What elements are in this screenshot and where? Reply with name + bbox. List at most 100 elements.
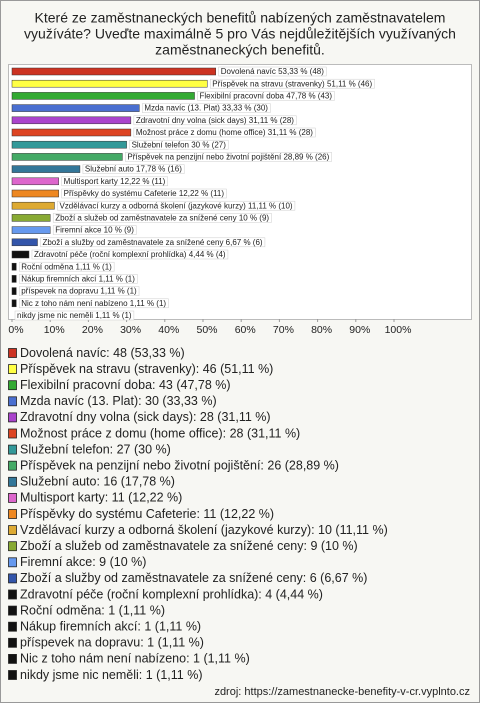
legend-swatch (8, 637, 17, 648)
legend-swatch (8, 654, 17, 664)
value-label: nikdy jsme nic neměli 1,11 % (1) (17, 311, 132, 320)
bar (11, 79, 208, 88)
bar (11, 67, 216, 76)
value-label: Firemní akce 10 % (9) (55, 226, 134, 235)
x-tick-label: 80% (311, 324, 332, 336)
x-tick-label: 60% (235, 324, 256, 336)
legend-swatch (8, 557, 17, 568)
value-label: Zboží a služeb od zaměstnavatele za sníž… (55, 214, 269, 223)
legend-swatch (8, 412, 17, 423)
legend-swatch (8, 621, 17, 632)
value-label-bg (18, 274, 138, 284)
bar (11, 214, 51, 222)
value-label-bg (18, 298, 169, 309)
legend-label: Nic z toho nám není nabízeno: 1 (1,11 %) (20, 652, 250, 666)
legend-label: Příspěvek na penzijní nebo životní pojiš… (20, 458, 339, 472)
x-tick-label: 100% (385, 324, 412, 336)
legend-swatch (8, 364, 17, 375)
legend-label: Příspěvky do systému Cafeterie: 11 (12,2… (20, 507, 274, 521)
value-label-bg (18, 286, 140, 296)
value-label-bg (61, 188, 227, 199)
value-label: Příspěvek na stravu (stravenky) 51,11 % … (212, 79, 372, 88)
value-label-bg (209, 78, 375, 89)
legend-label: Multisport karty: 11 (12,22 %) (20, 491, 182, 505)
chart-title: využíváte? Uveďte maximálně 5 pro Vás ne… (24, 26, 456, 42)
value-label: Zdravotní péče (roční komplexní prohlídk… (34, 250, 226, 259)
bar (11, 153, 123, 161)
legend-label: Flexibilní pracovní doba: 43 (47,78 %) (20, 378, 231, 392)
value-label-bg (31, 249, 229, 260)
legend-label: Firemní akce: 9 (10 %) (20, 555, 146, 569)
legend-swatch (8, 541, 17, 552)
chart-title: zaměstnaneckých benefitů. (155, 42, 325, 58)
value-label: Příspěvky do systému Cafeterie 12,22 % (… (64, 189, 225, 198)
value-label: Nic z toho nám není nabízeno 1,11 % (1) (21, 299, 166, 308)
legend-swatch (8, 589, 17, 600)
value-label-bg (18, 261, 115, 272)
legend-label: Nákup firemních akcí: 1 (1,11 %) (20, 619, 201, 633)
value-label-bg (133, 115, 297, 126)
bar (11, 165, 81, 173)
value-label-bg (133, 127, 316, 138)
value-label-bg (61, 176, 168, 187)
bar (11, 92, 195, 100)
bar (11, 238, 38, 247)
x-tick-label: 0% (8, 324, 23, 336)
bar (11, 116, 132, 125)
value-label-bg (82, 164, 185, 174)
bar (11, 250, 30, 259)
bar (11, 189, 59, 198)
value-label: Multisport karty 12,22 % (11) (64, 177, 166, 186)
legend-swatch (8, 670, 17, 680)
legend-label: Zdravotní péče (roční komplexní prohlídk… (20, 587, 323, 601)
value-label: Vzdělávací kurzy a odborná školení (jazy… (59, 201, 292, 210)
value-label-bg (125, 152, 332, 162)
legend-swatch (8, 396, 17, 407)
value-label-bg (197, 91, 335, 101)
legend-swatch (8, 444, 17, 455)
x-tick-label: 40% (158, 324, 179, 336)
legend-label: Příspěvek na stravu (stravenky): 46 (51,… (20, 362, 273, 376)
legend-swatch (8, 525, 17, 535)
source: zdroj: https://zamestnanecke-benefity-v-… (214, 686, 470, 698)
value-label: Nákup firemních akcí 1,11 % (1) (21, 275, 135, 284)
x-tick-label: 50% (196, 324, 217, 336)
legend-swatch (8, 476, 17, 487)
x-tick-label: 70% (273, 324, 294, 336)
legend-label: nikdy jsme nic neměli: 1 (1,11 %) (20, 668, 202, 682)
bar (11, 128, 132, 137)
legend-swatch (8, 605, 17, 616)
bar (11, 287, 17, 295)
value-label-bg (57, 200, 296, 211)
x-tick-label: 90% (349, 324, 370, 336)
value-label: Služební auto 17,78 % (16) (85, 165, 182, 174)
value-label: Zboží a služby od zaměstnavatele za sníž… (42, 238, 262, 247)
legend-swatch (8, 573, 17, 584)
bar (11, 226, 51, 234)
legend-label: Zboží a služby od zaměstnavatele za sníž… (20, 571, 367, 585)
bar (11, 299, 17, 308)
value-label-bg (14, 310, 135, 321)
legend-label: Zdravotní dny volna (sick days): 28 (31,… (20, 410, 271, 424)
legend-label: Dovolená navíc: 48 (53,33 %) (20, 346, 185, 360)
value-label-bg (218, 66, 327, 77)
x-tick-label: 10% (44, 324, 65, 336)
legend-label: Služební auto: 16 (17,78 %) (20, 475, 175, 489)
x-tick-label: 30% (120, 324, 141, 336)
legend-swatch (8, 428, 17, 439)
legend-label: Mzda navíc (13. Plat): 30 (33,33 %) (20, 394, 217, 408)
bar (11, 177, 59, 186)
value-label: Služební telefon 30 % (27) (132, 140, 227, 149)
value-label: Možnost práce z domu (home office) 31,11… (136, 128, 313, 137)
legend-swatch (8, 509, 17, 519)
bar (11, 201, 55, 210)
legend-label: příspevek na dopravu: 1 (1,11 %) (20, 636, 204, 650)
legend-label: Možnost práce z domu (home office): 28 (… (20, 426, 300, 440)
value-label: Příspěvek na penzijní nebo životní pojiš… (127, 153, 329, 162)
value-label-bg (52, 225, 137, 235)
value-label: Flexibilní pracovní doba 47,78 % (43) (200, 92, 333, 101)
bar (11, 140, 127, 149)
legend-swatch (8, 460, 17, 471)
legend-label: Služební telefon: 27 (30 %) (20, 442, 171, 456)
